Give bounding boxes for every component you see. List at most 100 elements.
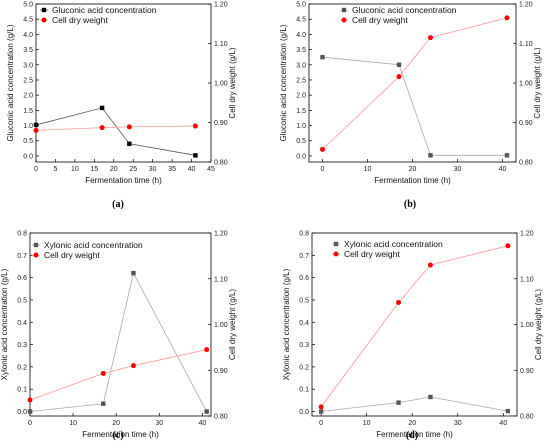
y-left-tick-label: 4.5	[23, 17, 33, 24]
x-tick-label: 30	[155, 420, 163, 427]
y-left-tick-label: 0.0	[23, 153, 33, 160]
panel-label: (a)	[112, 199, 124, 210]
x-tick-label: 20	[408, 420, 416, 427]
data-point-circle	[33, 127, 39, 133]
y-left-tick-label: 0.7	[299, 253, 309, 260]
y-left-tick-label: 0.3	[17, 342, 27, 349]
series-line-2	[29, 349, 207, 401]
y-left-tick-label: 0.0	[296, 153, 306, 160]
x-tick-label: 40	[198, 420, 206, 427]
y-right-tick-label: 1.00	[520, 322, 534, 329]
y-right-tick-label: 1.20	[519, 2, 533, 9]
chart-panel-3: 0 10 20 30 40 0.0 0.1 0.2 0.3 0.4 0.5 0.6 0.7 0.8 0.80…	[0, 231, 237, 442]
y-left-tick-label: 2.5	[23, 77, 33, 84]
legend-entry: Xylonic acid concentration	[344, 239, 443, 249]
data-point-square	[27, 409, 33, 414]
y-right-tick-label: 1.20	[214, 231, 228, 238]
data-point-circle	[192, 123, 198, 129]
y-left-tick-label: 0.5	[296, 138, 306, 145]
x-tick-label: 30	[454, 166, 462, 173]
data-point-circle	[100, 370, 106, 376]
legend-marker-circle	[33, 252, 39, 258]
y-left-tick-label: 3.5	[296, 47, 306, 54]
panel-label: (d)	[406, 430, 418, 441]
legend-marker-circle	[41, 17, 47, 23]
y-left-tick-label: 0.0	[17, 409, 27, 416]
series-line-2	[35, 125, 196, 131]
y-left-axis-label: Xylonic acid concentration (g/L)	[282, 268, 291, 380]
panel-label: (b)	[404, 199, 416, 210]
y-left-tick-label: 1.0	[23, 123, 33, 130]
data-point-square	[204, 409, 209, 414]
y-left-tick-label: 2.5	[296, 77, 306, 84]
series-line-1	[322, 56, 507, 156]
y-left-tick-label: 0.0	[299, 409, 309, 416]
data-point-circle	[505, 243, 511, 249]
x-tick-label: 0	[319, 420, 323, 427]
y-left-tick-label: 5.0	[296, 2, 306, 9]
data-point-circle	[126, 124, 132, 130]
series-line-1	[35, 107, 196, 156]
y-left-axis-label: Gluconic acid concentration (g/L)	[6, 24, 15, 141]
y-right-axis-label: Cell dry weight (g/L)	[228, 289, 237, 360]
legend-marker-square	[33, 242, 39, 248]
x-tick-label: 10	[364, 166, 372, 173]
legend-marker-circle	[333, 251, 339, 257]
x-tick-label: 20	[409, 166, 417, 173]
data-point-circle	[427, 262, 433, 268]
y-left-tick-label: 0.2	[17, 364, 27, 371]
y-left-tick-label: 0.1	[299, 387, 309, 394]
x-tick-label: 35	[168, 166, 176, 173]
x-tick-label: 25	[129, 166, 137, 173]
y-left-tick-label: 3.0	[296, 62, 306, 69]
legend-entry: Cell dry weight	[352, 15, 408, 25]
chart-panel-4: 0 10 20 30 40 0.0 0.1 0.2 0.3 0.4 0.5 0.6 0.7 0.8 0.80…	[282, 231, 543, 442]
y-left-tick-label: 2.0	[23, 93, 33, 100]
x-tick-label: 0	[34, 166, 38, 173]
y-left-tick-label: 0.1	[17, 387, 27, 394]
y-left-tick-label: 0.2	[299, 364, 309, 371]
y-left-tick-label: 4.5	[296, 17, 306, 24]
data-point-circle	[27, 397, 33, 403]
y-right-tick-label: 0.80	[519, 160, 533, 167]
y-left-tick-label: 4.0	[23, 32, 33, 39]
x-tick-label: 40	[499, 166, 507, 173]
chart-panel-1: 0 5 10 15 20 25 30 35 40 45 0.0 0.5 1.0 1.5 2.0 2.5 3.0 3…	[6, 2, 237, 211]
y-left-tick-label: 0.4	[17, 320, 27, 327]
data-point-circle	[396, 74, 402, 80]
y-left-tick-label: 1.5	[23, 108, 33, 115]
y-left-tick-label: 1.0	[296, 123, 306, 130]
y-left-tick-label: 3.5	[23, 47, 33, 54]
legend-entry: Gluconic acid concentration	[352, 5, 457, 15]
x-tick-label: 5	[53, 166, 57, 173]
x-tick-label: 10	[71, 166, 79, 173]
y-right-tick-label: 0.90	[519, 120, 533, 127]
data-point-square	[396, 400, 401, 405]
data-point-square	[396, 62, 402, 67]
data-point-square	[320, 54, 325, 60]
y-left-tick-label: 0.3	[299, 342, 309, 349]
legend-entry: Cell dry weight	[52, 15, 108, 25]
series-line-2	[320, 245, 508, 408]
y-right-tick-label: 1.20	[520, 231, 534, 238]
data-point-circle	[428, 35, 433, 41]
y-left-tick-label: 4.0	[296, 32, 306, 39]
data-point-square	[428, 394, 433, 400]
panel-label: (c)	[112, 430, 123, 441]
y-right-tick-label: 1.20	[214, 2, 228, 9]
data-point-square	[318, 409, 324, 414]
y-left-tick-label: 3.0	[23, 62, 33, 69]
x-axis-label: Fermentation time (h)	[85, 176, 162, 185]
y-right-tick-label: 1.10	[519, 41, 533, 48]
y-right-tick-label: 1.00	[214, 81, 228, 88]
data-point-square	[505, 408, 511, 414]
data-point-circle	[396, 300, 402, 306]
legend-marker-circle	[341, 17, 347, 23]
chart-panel-2: 0 10 20 30 40 0.0 0.5 1.0 1.5 2.0 2.5 3.0 3.5 4.0 4.5 5…	[279, 2, 542, 211]
y-left-tick-label: 1.5	[296, 108, 306, 115]
y-left-tick-label: 0.6	[17, 275, 27, 282]
x-tick-label: 0	[28, 420, 32, 427]
y-right-axis-label: Cell dry weight (g/L)	[533, 47, 542, 118]
y-left-tick-label: 0.7	[17, 253, 27, 260]
